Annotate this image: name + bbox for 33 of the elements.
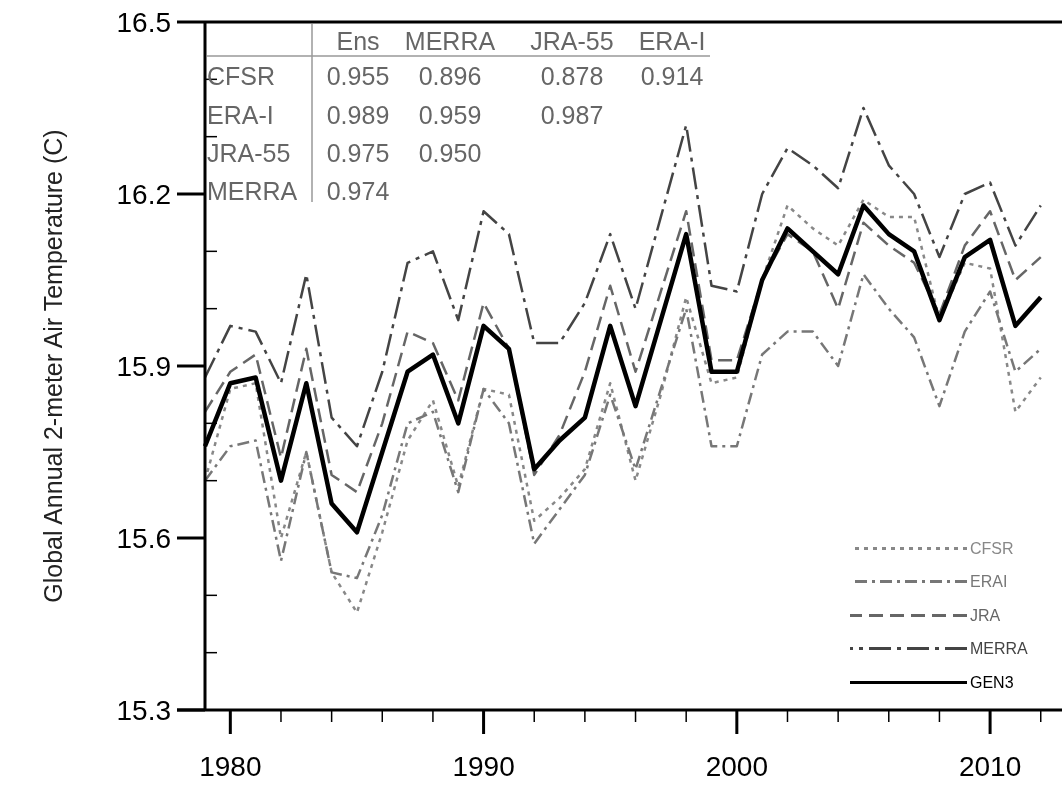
- annotation: 0.955: [326, 62, 390, 90]
- annotation: MERRA: [207, 177, 298, 205]
- annotation: 0.974: [326, 177, 390, 205]
- text: GEN3: [970, 673, 1014, 691]
- annotation: 0.878: [540, 62, 604, 90]
- annotation: ERA-I: [207, 101, 274, 129]
- text: JRA: [970, 606, 1001, 624]
- y-tick-label: 15.3: [116, 694, 171, 726]
- annotation: 0.975: [326, 139, 390, 167]
- y-axis-title: Global Annual 2-meter Air Temperature (C): [39, 129, 67, 603]
- annotation: 0.896: [418, 62, 482, 90]
- annotation: 0.959: [418, 101, 482, 129]
- y-tick-label: 16.2: [116, 178, 171, 210]
- annotation: 0.987: [540, 101, 604, 129]
- annotation: ERA-I: [638, 27, 706, 55]
- y-tick-label: 15.6: [116, 522, 171, 554]
- text: ERAI: [970, 573, 1008, 591]
- annotation: 0.950: [418, 139, 482, 167]
- annotation: CFSR: [207, 62, 276, 90]
- y-tick-label: 16.5: [116, 6, 171, 38]
- y-tick-label: 15.9: [116, 350, 171, 382]
- annotation: JRA-55: [207, 139, 291, 167]
- annotation: Ens: [336, 27, 380, 55]
- text: CFSR: [970, 539, 1014, 557]
- x-tick-label: 1990: [452, 751, 515, 782]
- x-tick-label: 1980: [199, 751, 262, 782]
- annotation: 0.989: [326, 101, 390, 129]
- annotation: 0.914: [640, 62, 704, 90]
- text: MERRA: [970, 640, 1029, 658]
- x-tick-label: 2000: [705, 751, 768, 782]
- annotation: MERRA: [404, 27, 496, 55]
- annotation: JRA-55: [530, 27, 614, 55]
- x-tick-label: 2010: [958, 751, 1022, 782]
